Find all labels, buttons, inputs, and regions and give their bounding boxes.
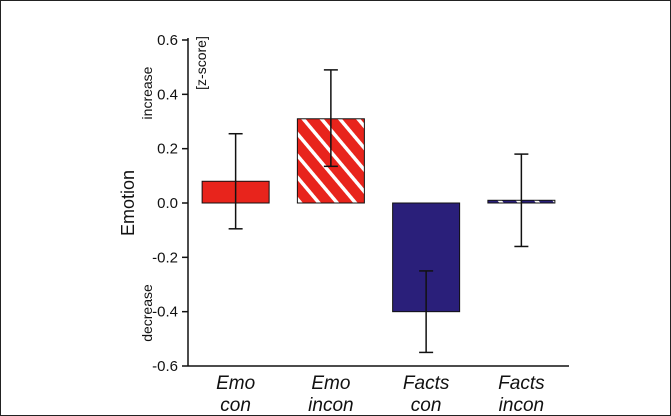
category-label-line1: Facts	[498, 373, 545, 394]
category-label-line1: Facts	[403, 373, 450, 394]
y-tick-label: 0.6	[157, 32, 178, 49]
error-bars	[228, 69, 529, 354]
y-tick-label: -0.4	[152, 304, 178, 321]
unit-label: [z-score]	[193, 36, 209, 90]
y-tick-label: 0.2	[157, 141, 178, 158]
y-tick-label: -0.2	[152, 249, 178, 266]
category-label-line1: Emo	[311, 373, 350, 394]
category-label-line1: Emo	[216, 373, 255, 394]
y-axis-title: Emotion	[118, 170, 138, 236]
category-label-line2: con	[220, 395, 251, 415]
category-label-line2: incon	[308, 395, 353, 415]
y-ticks: 0.6 0.4 0.2 0.0 -0.2 -0.4 -0.6	[152, 32, 188, 375]
y-tick-label: 0.0	[157, 195, 178, 212]
increase-label: increase	[139, 66, 155, 119]
category-label-line2: con	[411, 395, 442, 415]
decrease-label: decrease	[139, 284, 155, 342]
category-label-line2: incon	[499, 395, 544, 415]
bars	[201, 118, 556, 313]
y-tick-label: -0.6	[152, 358, 178, 375]
y-tick-label: 0.4	[157, 86, 178, 103]
